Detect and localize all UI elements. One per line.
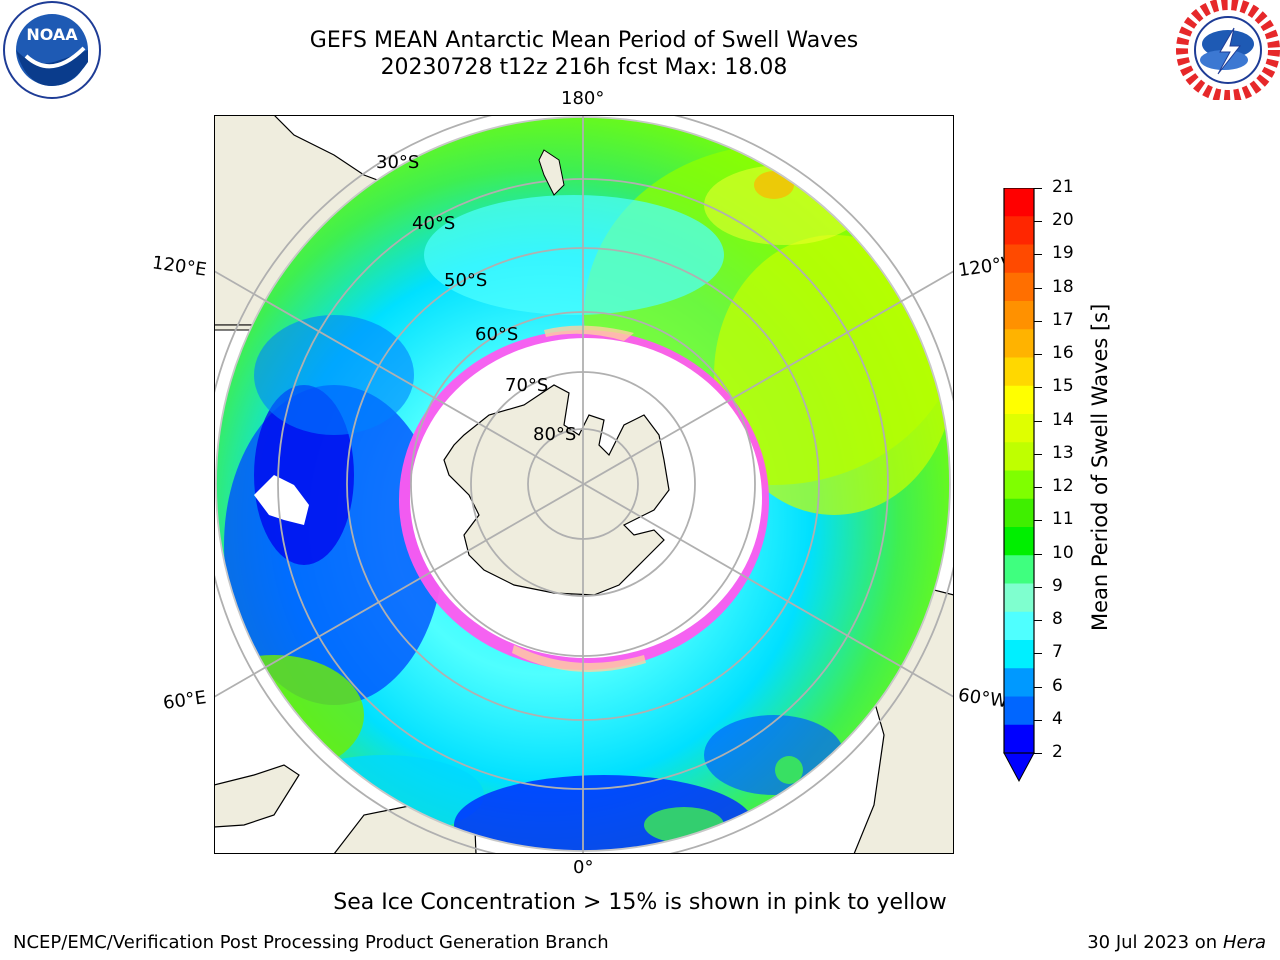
colorbar-tick-mark <box>1034 487 1042 489</box>
colorbar-segment <box>1004 611 1034 641</box>
colorbar-segment <box>1004 301 1034 330</box>
colorbar-tick-label: 20 <box>1052 210 1074 231</box>
antarctica <box>443 384 670 596</box>
colorbar-tick-label: 21 <box>1052 177 1074 197</box>
colorbar-tick-label: 17 <box>1052 309 1074 330</box>
chart-title: GEFS MEAN Antarctic Mean Period of Swell… <box>309 28 859 53</box>
colorbar-tick-mark <box>1034 719 1042 721</box>
colorbar-tick-mark <box>1034 287 1042 289</box>
colorbar-segment <box>1004 385 1034 415</box>
colorbar-segment <box>1004 724 1034 754</box>
colorbar-tick-mark <box>1034 753 1042 754</box>
lon-label-180: 180° <box>561 88 605 109</box>
lat-label-30s: 30°S <box>376 152 420 173</box>
colorbar-segment <box>1004 216 1034 245</box>
colorbar-tick-mark <box>1034 320 1042 322</box>
polar-map <box>213 114 955 855</box>
colorbar-tick-mark <box>1034 520 1042 522</box>
colorbar-tick-label: 10 <box>1052 542 1074 563</box>
footer-date: 30 Jul 2023 on Hera <box>1087 932 1266 953</box>
polar-map-svg <box>213 114 955 855</box>
colorbar-segment <box>1004 470 1034 500</box>
colorbar-tick-label: 8 <box>1052 609 1063 630</box>
noaa-logo: NOAA <box>0 0 104 104</box>
footer-machine: Hera <box>1222 932 1266 953</box>
colorbar-tick-mark <box>1034 387 1042 389</box>
colorbar-segment <box>1004 527 1034 556</box>
colorbar-segment <box>1004 640 1034 669</box>
colorbar-tick-label: 14 <box>1052 409 1074 430</box>
graticule <box>214 115 954 854</box>
lat-label-50s: 50°S <box>444 270 488 291</box>
lon-label-0: 0° <box>573 857 594 878</box>
colorbar-tick-mark <box>1034 354 1042 356</box>
colorbar-tick-label: 9 <box>1052 575 1063 596</box>
colorbar-segment <box>1004 244 1034 274</box>
lat-label-60s: 60°S <box>475 324 519 345</box>
colorbar-tick-label: 16 <box>1052 343 1074 364</box>
colorbar-tick-mark <box>1034 586 1042 588</box>
colorbar-svg <box>1003 187 1035 783</box>
colorbar-title: Mean Period of Swell Waves [s] <box>1088 303 1112 631</box>
colorbar-segment <box>1004 555 1034 584</box>
nws-logo <box>1176 0 1280 102</box>
colorbar-segment <box>1004 329 1034 358</box>
colorbar-tick-mark <box>1034 254 1042 256</box>
colorbar-tick-label: 18 <box>1052 276 1074 297</box>
colorbar-tick-mark <box>1034 453 1042 455</box>
colorbar-tick-label: 6 <box>1052 675 1063 696</box>
colorbar-tick-mark <box>1034 553 1042 555</box>
lat-label-80s: 80°S <box>533 424 577 445</box>
colorbar-tick-mark <box>1034 221 1042 223</box>
lon-label-120e: 120°E <box>150 252 208 281</box>
colorbar-tick-mark <box>1034 653 1042 655</box>
colorbar-segment <box>1004 696 1034 726</box>
colorbar-tick-label: 15 <box>1052 376 1074 397</box>
colorbar-tick-mark <box>1034 188 1042 189</box>
colorbar-tick-label: 13 <box>1052 442 1074 463</box>
footer-branch: NCEP/EMC/Verification Post Processing Pr… <box>13 932 609 953</box>
colorbar-tick-mark <box>1034 420 1042 422</box>
lat-label-40s: 40°S <box>412 213 456 234</box>
chart-subtitle: 20230728 t12z 216h fcst Max: 18.08 <box>380 55 788 80</box>
colorbar <box>1000 187 1040 783</box>
colorbar-segment <box>1004 357 1034 387</box>
colorbar-segment <box>1004 442 1034 471</box>
colorbar-segment <box>1004 188 1034 217</box>
colorbar-tick-mark <box>1034 686 1042 688</box>
footer-date-text: 30 Jul 2023 on <box>1087 932 1223 953</box>
lat-label-70s: 70°S <box>505 375 549 396</box>
colorbar-tick-label: 19 <box>1052 243 1074 264</box>
colorbar-segment <box>1004 272 1034 302</box>
svg-text:NOAA: NOAA <box>26 25 78 44</box>
colorbar-border <box>1003 187 1035 754</box>
colorbar-segment <box>1004 583 1034 613</box>
colorbar-extend-triangle <box>1003 752 1035 783</box>
colorbar-segment <box>1004 414 1034 443</box>
lon-label-60e: 60°E <box>161 687 208 714</box>
colorbar-tick-label: 12 <box>1052 476 1074 497</box>
colorbar-tick-label: 2 <box>1052 742 1063 762</box>
sea-ice-caption: Sea Ice Concentration > 15% is shown in … <box>333 890 947 915</box>
colorbar-tick-label: 7 <box>1052 642 1063 663</box>
new-zealand <box>538 149 565 196</box>
colorbar-tick-label: 11 <box>1052 509 1074 530</box>
colorbar-segment <box>1004 498 1034 528</box>
colorbar-tick-mark <box>1034 620 1042 622</box>
colorbar-tick-label: 4 <box>1052 708 1063 729</box>
colorbar-segment <box>1004 668 1034 697</box>
